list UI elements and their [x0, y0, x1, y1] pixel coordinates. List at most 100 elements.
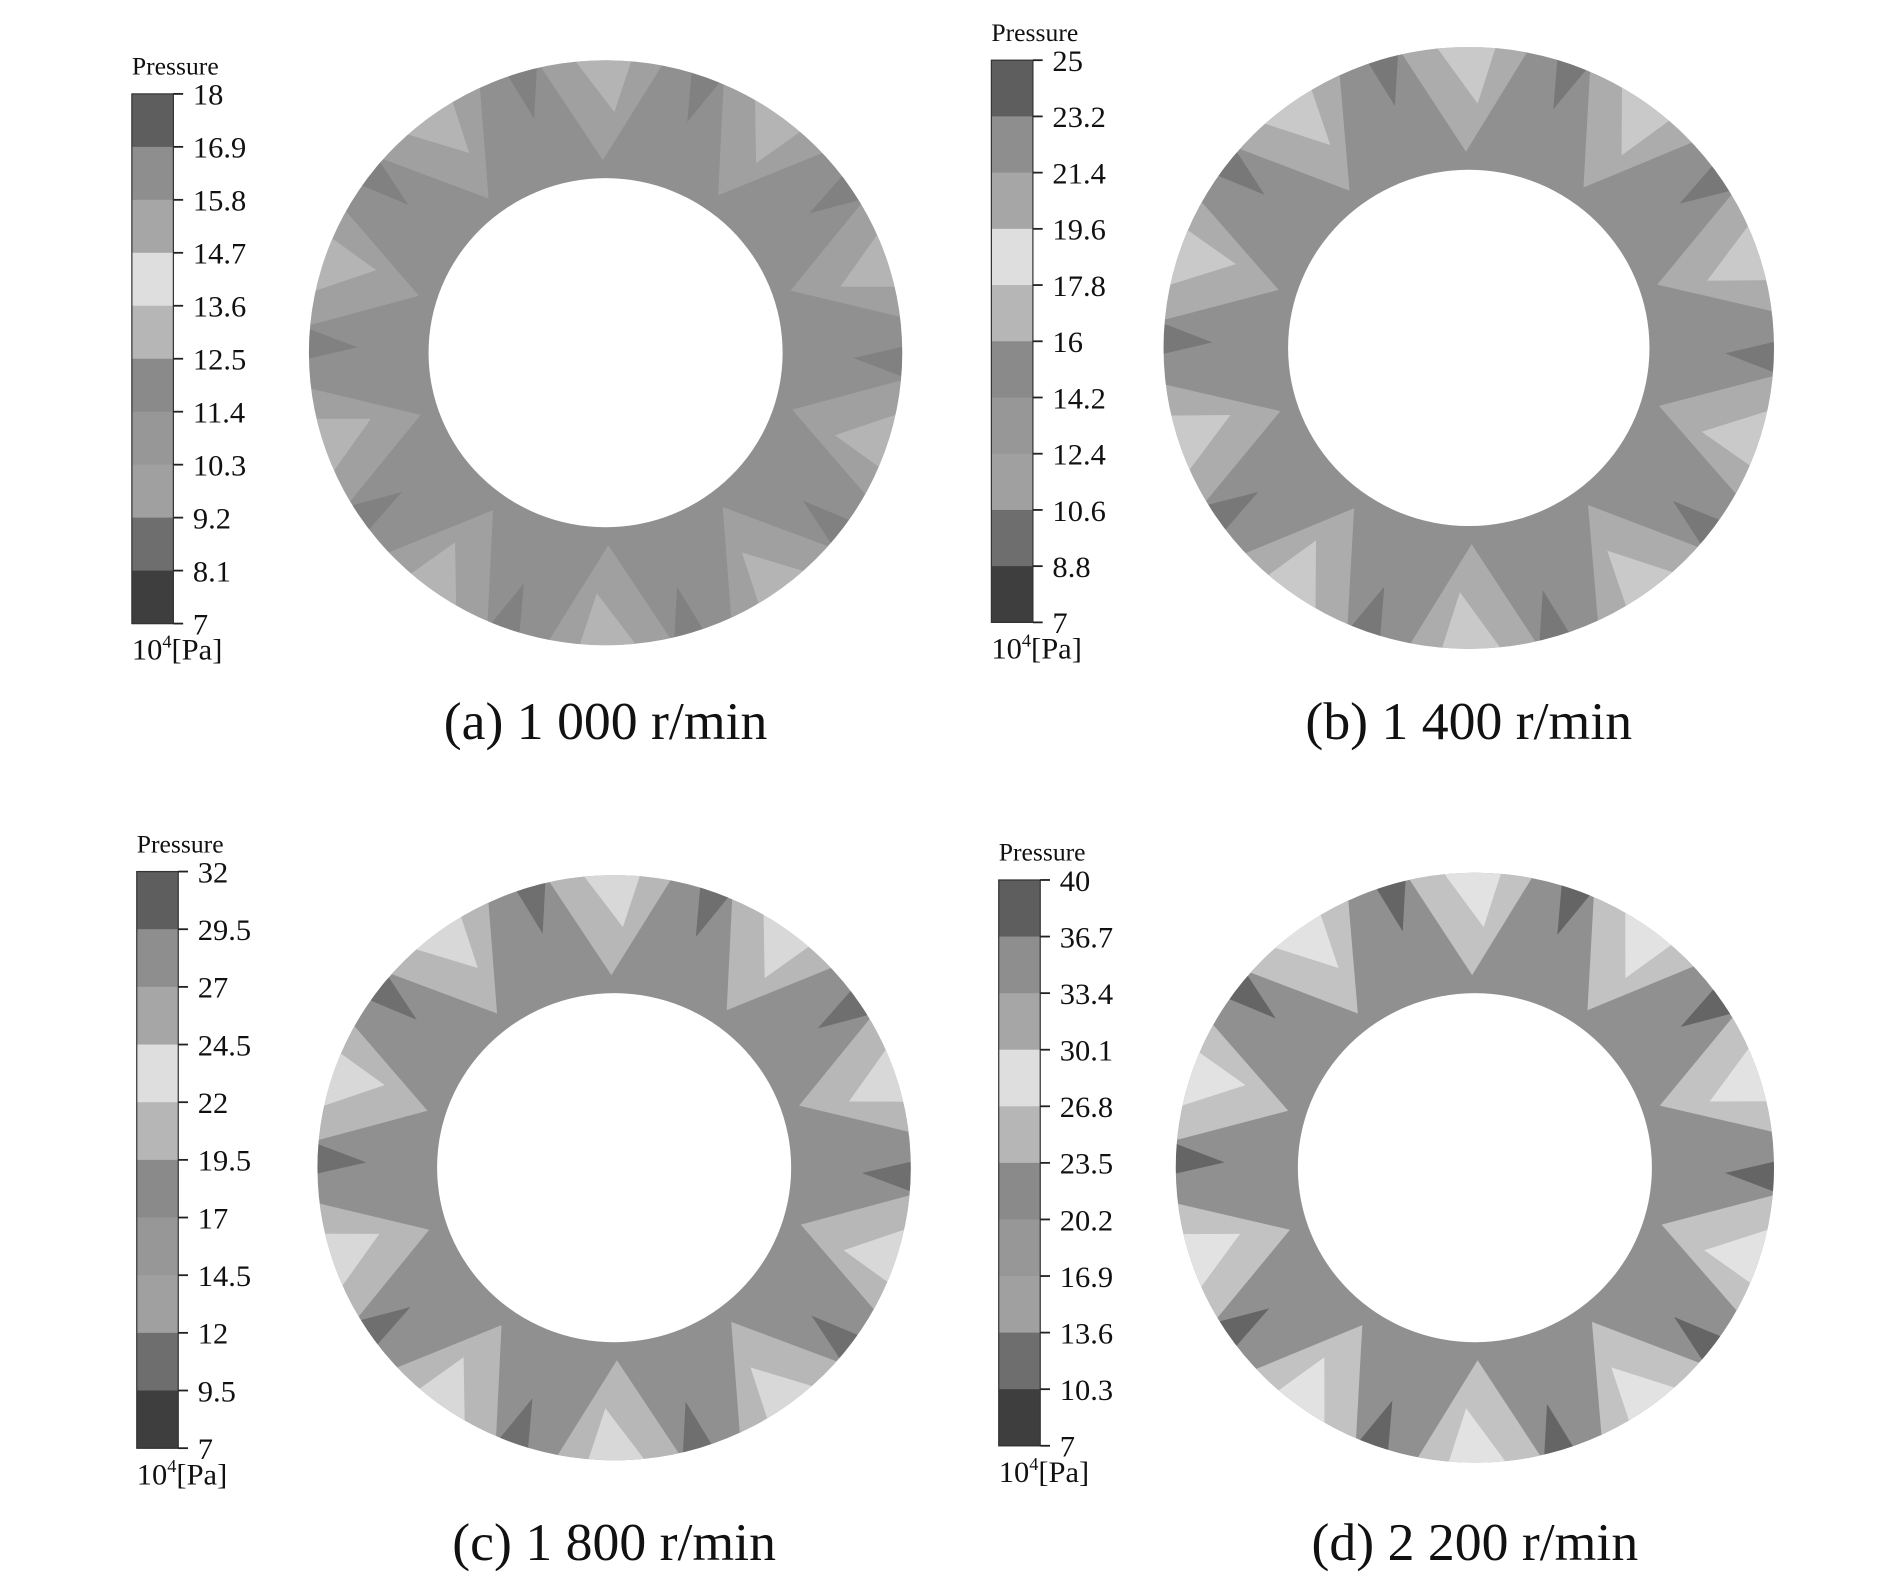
- contour-dark: [1175, 1139, 1225, 1177]
- contour-mid: [403, 905, 478, 968]
- colorbar-tick-label: 18: [193, 78, 224, 112]
- colorbar-band: [998, 993, 1041, 1051]
- colorbar-tick-label: 20.2: [1060, 1203, 1113, 1237]
- contour-light: [370, 74, 489, 199]
- colorbar-band: [136, 1390, 179, 1449]
- contour-dark: [1163, 319, 1213, 357]
- contour-mid: [1611, 1367, 1688, 1433]
- contour-light: [718, 71, 835, 196]
- colorbar-tick-label: 13.6: [1060, 1317, 1113, 1351]
- colorbar-tick-label: 8.8: [1052, 550, 1090, 584]
- colorbar-tick-label: 9.2: [193, 502, 231, 536]
- colorbar-tick-label: 14.5: [198, 1259, 251, 1293]
- legend-title: Pressure: [991, 18, 1078, 47]
- ring-base: [1163, 46, 1775, 649]
- contour-light: [308, 385, 421, 512]
- colorbar-tick-label: 16.9: [193, 131, 246, 165]
- unit-exponent: 4: [1022, 631, 1031, 651]
- contour-mid: [584, 1408, 653, 1461]
- unit-rest: [Pa]: [176, 1457, 227, 1491]
- unit-exponent: 4: [162, 632, 171, 652]
- colorbar-band: [131, 358, 174, 413]
- caption: (d) 2 200 r/min: [1312, 1512, 1639, 1572]
- colorbar-tick-label: 16: [1052, 325, 1083, 359]
- contour-mid: [1429, 46, 1500, 104]
- unit-rest: [Pa]: [172, 633, 223, 667]
- colorbar-band: [991, 285, 1033, 342]
- legend-title: Pressure: [137, 829, 224, 858]
- unit-base: 10: [999, 1455, 1030, 1489]
- colorbar-tick-label: 22: [198, 1086, 229, 1120]
- colorbar-band: [131, 464, 174, 519]
- unit-label: 104[Pa]: [991, 631, 1082, 666]
- unit-base: 10: [132, 633, 163, 667]
- contour-mid: [576, 593, 644, 646]
- unit-exponent: 4: [167, 1456, 176, 1476]
- contour-dark: [1725, 339, 1775, 377]
- contour-light: [550, 1360, 686, 1461]
- contour-light: [790, 193, 903, 320]
- colorbar-band: [998, 1276, 1041, 1334]
- unit-label: 104[Pa]: [999, 1454, 1090, 1489]
- colorbar-band: [131, 199, 174, 254]
- colorbar-tick-label: 40: [1060, 864, 1091, 898]
- colorbar-band: [998, 1049, 1041, 1107]
- colorbar-band: [131, 252, 174, 307]
- contour-dark: [1725, 1158, 1775, 1196]
- colorbar-band: [998, 1162, 1041, 1221]
- contour-light: [533, 60, 669, 161]
- colorbar-band: [991, 60, 1033, 118]
- panel: Pressure3229.52724.52219.51714.5129.5710…: [136, 829, 911, 1572]
- colorbar-tick-label: 7: [198, 1432, 213, 1466]
- caption: (b) 1 400 r/min: [1305, 691, 1632, 751]
- colorbar-band: [136, 1159, 179, 1219]
- colorbar-tick-label: 29.5: [198, 913, 251, 947]
- colorbar-band: [998, 879, 1041, 938]
- colorbar-tick-label: 10.3: [193, 449, 246, 483]
- colorbar-band: [136, 929, 179, 988]
- contour-dark: [308, 324, 358, 362]
- contour-mid: [741, 552, 817, 616]
- colorbar-tick-label: 11.4: [193, 396, 245, 430]
- colorbar-tick-label: 9.5: [198, 1375, 236, 1409]
- unit-rest: [Pa]: [1038, 1455, 1089, 1489]
- contour-mid: [1251, 78, 1331, 146]
- contour-dark: [853, 344, 903, 381]
- colorbar-tick-label: 23.2: [1052, 100, 1105, 134]
- colorbar-band: [991, 566, 1033, 623]
- contour-mid: [1607, 550, 1686, 618]
- contour-light: [1659, 1007, 1775, 1135]
- colorbar-tick-label: 32: [198, 856, 229, 890]
- colorbar-band: [131, 411, 174, 466]
- contour-light: [799, 1008, 911, 1135]
- colorbar-band: [131, 146, 174, 201]
- contour-mid: [567, 60, 636, 113]
- colorbar-tick-label: 14.2: [1052, 382, 1105, 416]
- colorbar-tick-label: 15.8: [193, 184, 246, 218]
- contour-mid: [394, 90, 470, 153]
- colorbar-band: [136, 986, 179, 1046]
- contour-mid: [1445, 1408, 1514, 1463]
- colorbar-band: [131, 93, 174, 148]
- caption: (a) 1 000 r/min: [444, 691, 768, 751]
- colorbar-tick-label: 13.6: [193, 290, 246, 324]
- unit-base: 10: [137, 1457, 168, 1491]
- ring-base: [1175, 872, 1775, 1463]
- contour-light: [1411, 1360, 1548, 1463]
- caption: (c) 1 800 r/min: [452, 1512, 776, 1572]
- colorbar-tick-label: 10.3: [1060, 1373, 1113, 1407]
- contour-light: [1403, 544, 1543, 649]
- colorbar-band: [991, 116, 1033, 174]
- colorbar-band: [136, 1332, 179, 1392]
- colorbar-band: [131, 570, 174, 625]
- colorbar-band: [136, 1044, 179, 1103]
- colorbar-band: [998, 1332, 1041, 1390]
- colorbar-band: [991, 509, 1033, 567]
- colorbar-band: [991, 397, 1033, 455]
- colorbar-band: [998, 936, 1041, 994]
- contour-dark: [317, 1139, 367, 1177]
- colorbar-band: [991, 453, 1033, 511]
- contour-light: [1402, 872, 1539, 976]
- contour-light: [317, 1200, 430, 1327]
